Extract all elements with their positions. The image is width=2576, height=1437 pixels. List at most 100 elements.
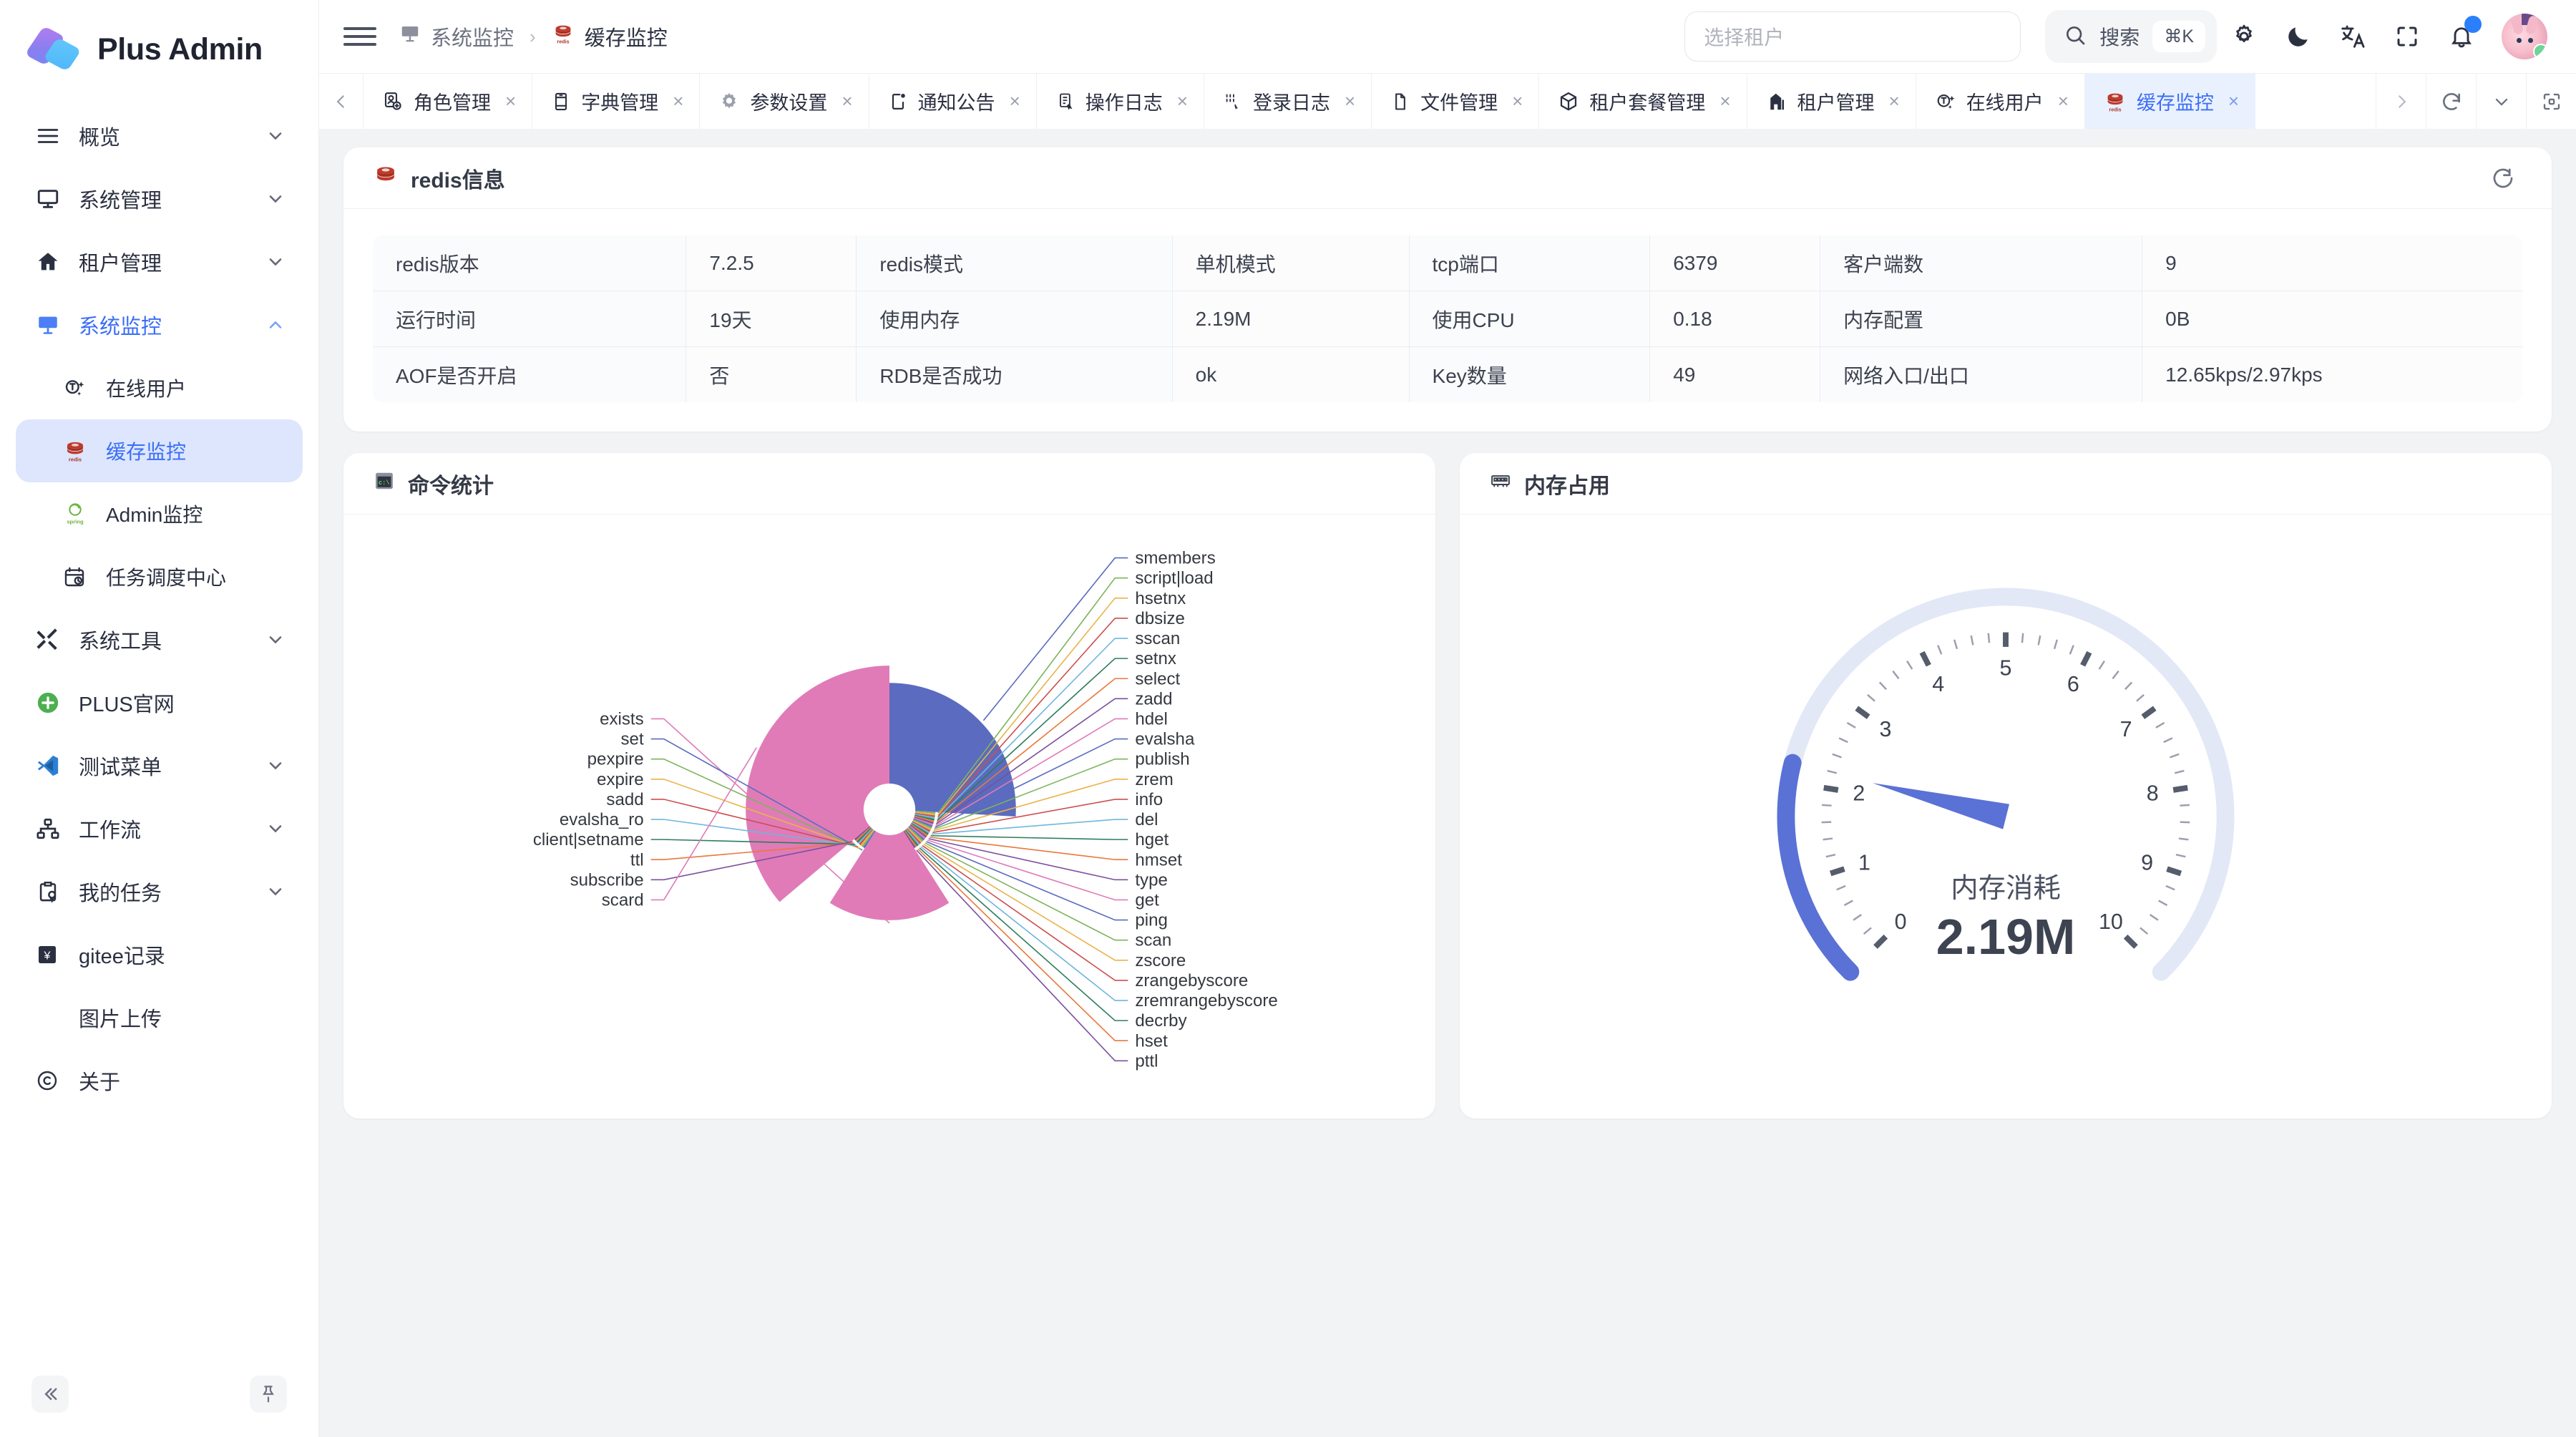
tab-operation-log[interactable]: 操作日志 ×: [1037, 74, 1204, 129]
tab-cache-monitor[interactable]: redis 缓存监控 ×: [2084, 74, 2256, 129]
tab-close-icon[interactable]: ×: [2057, 90, 2069, 112]
maximize-icon[interactable]: [2526, 74, 2576, 129]
sidebar-item-gitee-records[interactable]: ¥ gitee记录: [16, 923, 303, 986]
chevron-down-icon[interactable]: [2476, 74, 2526, 129]
pie-slice[interactable]: [914, 812, 936, 816]
brand[interactable]: Plus Admin: [0, 0, 318, 104]
pie-slice[interactable]: [913, 817, 934, 826]
pie-slice[interactable]: [904, 829, 919, 847]
sidebar-item-overview[interactable]: 概览: [16, 104, 303, 167]
pie-slice[interactable]: [914, 815, 935, 822]
pie-slice[interactable]: [862, 829, 875, 847]
tab-dict-management[interactable]: 字典管理 ×: [532, 74, 701, 129]
gauge-minor-tick: [1836, 885, 1846, 891]
tab-close-icon[interactable]: ×: [1009, 90, 1020, 112]
tab-online-users[interactable]: 在线用户 ×: [1916, 74, 2085, 129]
tab-close-icon[interactable]: ×: [1344, 90, 1356, 112]
pie-slice[interactable]: [912, 820, 932, 831]
refresh-redis-info-button[interactable]: [2484, 160, 2522, 197]
pie-slice[interactable]: [857, 827, 872, 843]
tab-scroll-left-button[interactable]: [319, 74, 364, 129]
pie-slice[interactable]: [860, 829, 874, 847]
tab-close-icon[interactable]: ×: [505, 90, 517, 112]
memory-usage-chart[interactable]: 0 1 2 3 4 5 6 7 8 9 10 内存消耗 2.19M: [1460, 515, 2552, 1119]
avatar[interactable]: [2502, 14, 2547, 59]
memory-usage-card: 内存占用 0 1 2 3 4 5 6 7 8 9 10 内存消耗 2.19M: [1460, 453, 2552, 1119]
breadcrumb-item-system-monitor[interactable]: 系统监控: [399, 21, 514, 52]
search-button[interactable]: 搜索 ⌘K: [2045, 10, 2217, 63]
tab-close-icon[interactable]: ×: [1888, 90, 1900, 112]
moon-icon[interactable]: [2271, 9, 2326, 64]
tab-close-icon[interactable]: ×: [2228, 90, 2240, 112]
sidebar-item-cache-monitor[interactable]: redis 缓存监控: [16, 419, 303, 482]
sidebar-item-system-management[interactable]: 系统管理: [16, 167, 303, 230]
sidebar-item-workflow[interactable]: 工作流: [16, 797, 303, 860]
tab-tenant-management[interactable]: 租户管理 ×: [1747, 74, 1916, 129]
pie-slice[interactable]: [859, 829, 874, 845]
sidebar-item-about[interactable]: 关于: [16, 1049, 303, 1112]
tenant-select[interactable]: 选择租户: [1684, 11, 2021, 62]
sidebar-item-admin-monitor[interactable]: spring Admin监控: [16, 482, 303, 545]
command-stats-chart[interactable]: smembers script|load hsetnx dbsize sscan setn…: [343, 515, 1435, 1119]
tab-notice[interactable]: 通知公告 ×: [869, 74, 1037, 129]
sidebar-item-my-tasks[interactable]: 我的任务: [16, 860, 303, 923]
hamburger-icon[interactable]: [343, 20, 376, 53]
pie-slice[interactable]: [857, 828, 873, 844]
pie-slice[interactable]: [911, 822, 929, 835]
pin-icon[interactable]: [250, 1375, 287, 1413]
tab-close-icon[interactable]: ×: [1512, 90, 1523, 112]
pie-slice[interactable]: [911, 822, 930, 834]
pie-slice[interactable]: [914, 811, 936, 814]
bell-icon[interactable]: [2434, 9, 2489, 64]
tab-close-icon[interactable]: ×: [841, 90, 853, 112]
refresh-icon[interactable]: [2426, 74, 2476, 129]
tab-close-icon[interactable]: ×: [673, 90, 684, 112]
pie-slice[interactable]: [914, 814, 935, 819]
pie-slice[interactable]: [909, 825, 926, 839]
gauge-minor-tick: [1832, 753, 1842, 759]
pie-slice[interactable]: [907, 827, 924, 842]
fullscreen-icon[interactable]: [2380, 9, 2434, 64]
pie-slice[interactable]: [906, 828, 922, 844]
tab-tenant-package-management[interactable]: 租户套餐管理 ×: [1539, 74, 1747, 129]
tab-scroll-right-button[interactable]: [2376, 74, 2426, 129]
tab-param-settings[interactable]: 参数设置 ×: [700, 74, 869, 129]
pie-slice[interactable]: [863, 830, 876, 849]
tab-scroll-container[interactable]: 角色管理 × 字典管理 × 参数设置 ×: [364, 74, 2376, 129]
pie-slice[interactable]: [904, 829, 917, 847]
tab-role-management[interactable]: 角色管理 ×: [364, 74, 533, 129]
sidebar-item-job-scheduler[interactable]: 任务调度中心: [16, 545, 303, 608]
translate-icon[interactable]: [2326, 9, 2380, 64]
pie-slice[interactable]: [912, 821, 931, 832]
breadcrumb-item-cache-monitor[interactable]: redis 缓存监控: [552, 21, 668, 52]
pie-slice[interactable]: [910, 823, 928, 837]
sidebar-item-system-monitor[interactable]: 系统监控: [16, 293, 303, 356]
sidebar-item-online-users[interactable]: 在线用户: [16, 356, 303, 419]
gear-icon[interactable]: [2217, 9, 2271, 64]
collapse-sidebar-button[interactable]: [31, 1375, 69, 1413]
pie-slice[interactable]: [914, 814, 935, 821]
pie-slice[interactable]: [914, 817, 934, 824]
pie-slice[interactable]: [854, 826, 871, 841]
sidebar-item-tenant-management[interactable]: 租户管理: [16, 230, 303, 293]
gauge-minor-tick: [1843, 900, 1853, 907]
sidebar-item-system-tools[interactable]: 系统工具: [16, 608, 303, 671]
pie-slice[interactable]: [907, 827, 922, 843]
pie-slice[interactable]: [905, 829, 920, 845]
pie-slice[interactable]: [908, 826, 925, 841]
tab-close-icon[interactable]: ×: [1719, 90, 1731, 112]
tab-login-log[interactable]: 登录日志 ×: [1204, 74, 1372, 129]
pie-slice[interactable]: [829, 831, 950, 920]
tab-file-management[interactable]: 文件管理 ×: [1372, 74, 1540, 129]
pie-slice[interactable]: [855, 827, 872, 842]
pie-slice[interactable]: [903, 830, 916, 849]
pie-slice[interactable]: [913, 818, 933, 827]
sidebar-item-image-upload[interactable]: 图片上传: [16, 986, 303, 1049]
pie-slice[interactable]: [914, 812, 935, 817]
sidebar-item-plus-website[interactable]: PLUS官网: [16, 671, 303, 734]
pie-slice[interactable]: [909, 824, 927, 838]
sidebar-item-test-menu[interactable]: 测试菜单: [16, 734, 303, 797]
tab-close-icon[interactable]: ×: [1176, 90, 1188, 112]
pie-label-line: [937, 658, 1128, 821]
pie-slice[interactable]: [912, 819, 932, 829]
